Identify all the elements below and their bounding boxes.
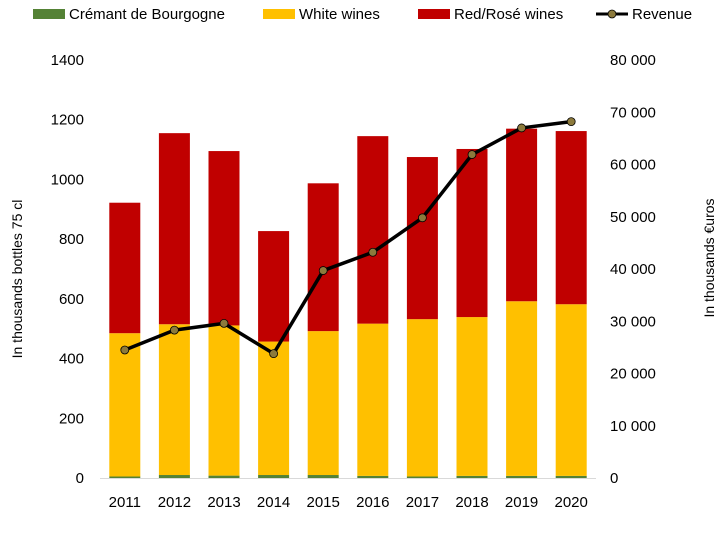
x-tick-label: 2020 [555,494,588,511]
x-tick-label: 2019 [505,494,538,511]
bar-segment [357,475,389,478]
revenue-marker [169,325,179,335]
revenue-line [124,119,572,356]
revenue-marker [318,266,328,275]
legend-swatch [418,9,450,19]
x-tick-label: 2013 [207,494,240,511]
x-tick-label: 2012 [158,494,191,511]
bar-segment [258,341,290,476]
bar-segment [109,333,141,477]
bar-segment [109,476,141,478]
left-axis-title: In thousands bottles 75 cl [9,200,25,359]
stacked-bars [109,128,587,478]
bar-segment [357,323,389,476]
bar-segment [208,151,240,326]
revenue-line-layer [120,117,576,359]
x-tick-label: 2014 [257,494,290,511]
revenue-marker [566,117,576,127]
right-tick-label: 80 000 [610,52,656,69]
x-tick-label: 2018 [455,494,488,511]
right-tick-label: 70 000 [610,104,656,121]
x-tick-label: 2016 [356,494,389,511]
revenue-marker [417,213,427,223]
bar-segment [307,183,339,332]
bar-segment [555,131,587,305]
bar-segment [555,304,587,476]
x-tick-label: 2011 [109,494,141,511]
bar-segment [456,475,488,478]
bar-segment [158,475,190,478]
right-tick-label: 10 000 [610,418,656,435]
bar-segment [406,319,438,477]
bar-segment [506,301,538,476]
legend-label: White wines [299,6,380,23]
left-axis-ticks: 0 200 400 600 800 1000 1200 1400 [51,52,84,487]
right-tick-label: 50 000 [610,209,656,226]
legend-swatch [263,9,295,19]
left-tick-label: 600 [59,291,84,308]
bar-segment [456,148,488,318]
right-tick-label: 0 [610,470,618,487]
revenue-marker [517,123,526,133]
bar-segment [506,475,538,478]
revenue-marker [368,247,378,257]
revenue-marker [467,150,477,159]
legend-swatch [33,9,65,19]
bar-segment [208,475,240,478]
right-tick-label: 30 000 [610,313,656,330]
bar-segment [258,475,290,478]
left-tick-label: 1200 [51,112,84,129]
right-tick-label: 40 000 [610,261,656,278]
bar-segment [158,133,190,325]
bar-segment [307,331,339,476]
x-tick-label: 2017 [406,494,439,511]
left-tick-label: 800 [59,231,84,248]
revenue-marker [219,318,229,328]
bar-segment [357,136,389,324]
legend-label: Revenue [632,6,692,23]
legend-marker [607,9,617,19]
right-tick-label: 20 000 [610,366,656,383]
bar-segment [555,475,587,478]
left-tick-label: 1400 [51,52,84,69]
right-axis-title: In thousands €uros [701,198,717,317]
right-tick-label: 60 000 [610,157,656,174]
left-tick-label: 200 [59,410,84,427]
bar-segment [506,128,538,302]
bar-segment [456,317,488,476]
bar-segment [258,231,290,342]
legend-label: Crémant de Bourgogne [69,6,225,23]
bar-segment [109,202,141,334]
left-tick-label: 0 [76,470,84,487]
legend-label: Red/Rosé wines [454,6,563,23]
revenue-marker [120,345,130,355]
bar-segment [406,476,438,478]
left-tick-label: 1000 [51,171,84,188]
legend: Crémant de Bourgogne White wines Red/Rosé … [33,6,692,23]
bar-segment [307,475,339,478]
bar-segment [208,325,240,476]
bar-segment [158,324,190,476]
x-tick-label: 2015 [307,494,340,511]
right-axis-ticks: 0 10 000 20 000 30 000 40 000 50 000 60 000 70 … [610,52,656,487]
x-axis-ticks: 2011 2012 2013 2014 2015 2016 2017 2018 2019 2020 [109,494,588,511]
revenue-marker [269,349,279,359]
left-tick-label: 400 [59,351,84,368]
bar-segment [406,157,438,320]
